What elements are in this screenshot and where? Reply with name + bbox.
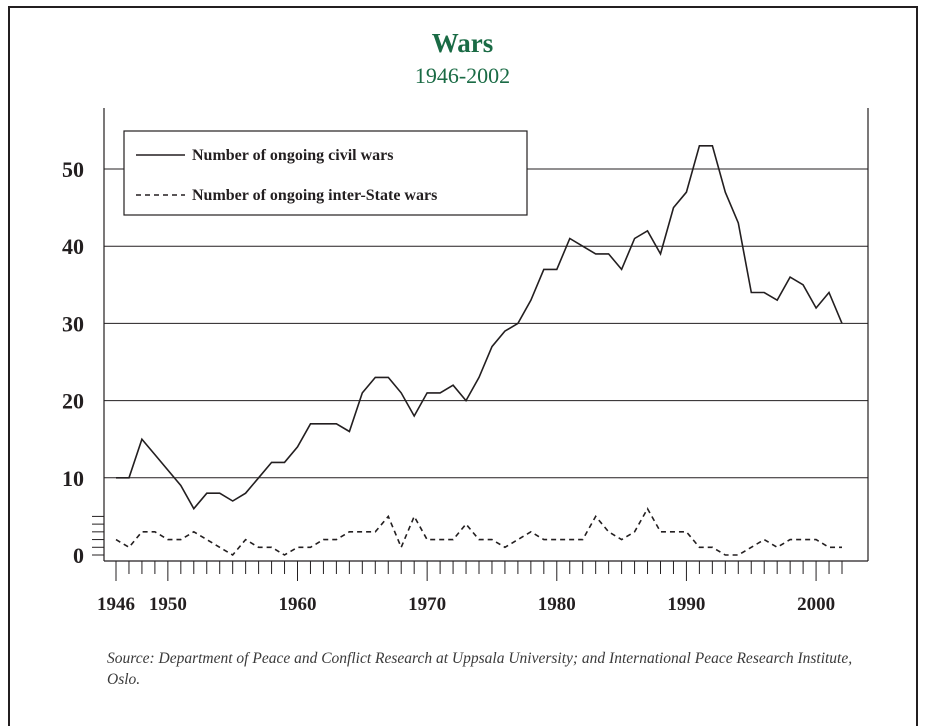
y-tick-label-20: 20: [62, 389, 84, 414]
legend-label-interstate: Number of ongoing inter-State wars: [192, 187, 437, 204]
y-tick-label-10: 10: [62, 466, 84, 491]
y-tick-label-50: 50: [62, 157, 84, 182]
x-tick-label-1960: 1960: [279, 594, 317, 615]
series-line-interstate-wars: [115, 507, 842, 557]
legend: Number of ongoing civil wars Number of o…: [123, 130, 528, 216]
x-tick-label-1970: 1970: [408, 594, 446, 615]
chart-title: Wars: [431, 28, 494, 58]
x-tick-label-1946: 1946: [97, 594, 135, 615]
legend-label-civil: Number of ongoing civil wars: [192, 147, 393, 164]
x-tick-label-1950: 1950: [149, 594, 187, 615]
y-tick-label-0: 0: [73, 543, 84, 568]
y-tick-label-40: 40: [62, 234, 84, 259]
chart-frame: [8, 6, 918, 726]
axes: 0 10 20 30 40 50 1946 1950 1960 1970 1980 1990 2000: [62, 108, 869, 615]
series-line-civil-wars: [116, 145, 843, 511]
x-tick-label-1990: 1990: [667, 594, 705, 615]
legend-box: [123, 130, 528, 216]
x-tick-label-2000: 2000: [797, 594, 835, 615]
chart-subtitle: 1946-2002: [414, 63, 511, 88]
y-tick-label-30: 30: [62, 311, 84, 336]
x-tick-label-1980: 1980: [538, 594, 576, 615]
series-layer: [115, 145, 843, 557]
source-note: Source: Department of Peace and Conflict…: [107, 650, 853, 688]
